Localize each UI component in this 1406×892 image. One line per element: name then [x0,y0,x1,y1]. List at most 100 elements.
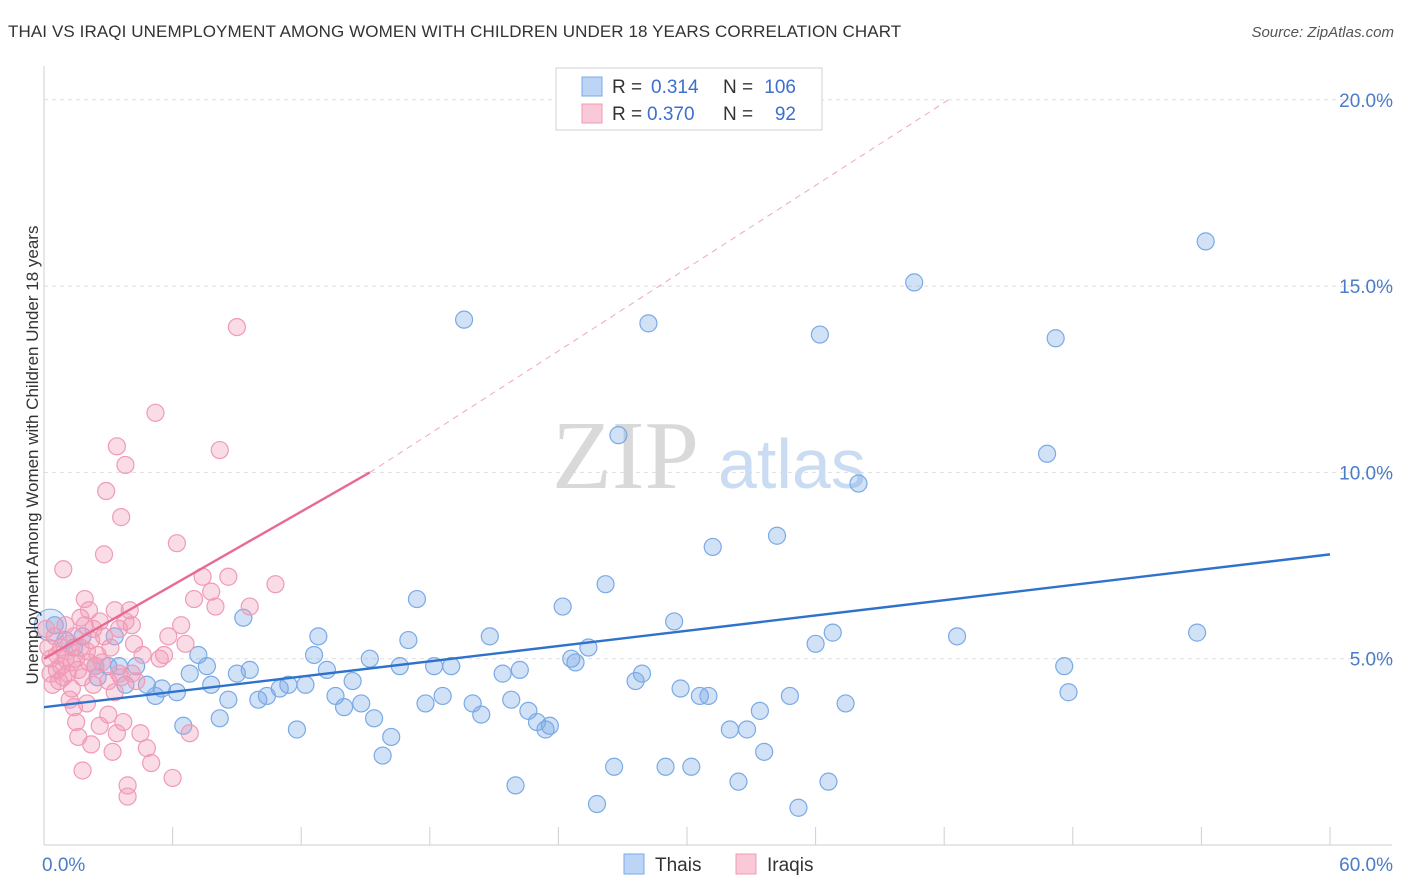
iraqis-point-50 [101,638,120,657]
legend-iraqis-swatch [581,103,603,124]
thais-point-39 [364,709,384,728]
legend-thais-r-value: 0.314 [651,77,699,98]
iraqis-point-87 [219,567,238,586]
iraqis-point-76 [159,627,178,646]
iraqis-point-63 [118,787,137,806]
watermark: ZIP atlas [552,402,866,510]
iraqis-point-88 [227,317,246,337]
thais-point-16 [180,664,199,683]
legend-bottom-iraqis-label: Iraqis [767,855,813,876]
legend-iraqis-n-value: 92 [775,104,796,125]
thais-point-100 [506,776,525,795]
series-thais-points [33,232,1215,817]
thais-point-32 [309,627,328,646]
iraqis-point-91 [109,664,129,683]
series-iraqis-points [37,317,285,806]
thais-point-72 [665,612,684,631]
iraqis-point-31 [75,589,94,609]
thais-point-76 [699,686,718,706]
y-tick-label-1: 10.0% [1339,463,1393,484]
legend-bottom-iraqis-swatch [735,853,757,875]
iraqis-point-58 [112,508,131,527]
thais-point-45 [416,694,435,713]
thais-point-62 [566,653,585,672]
thais-point-52 [480,627,499,646]
iraqis-point-82 [184,589,204,609]
iraqis-point-68 [127,671,146,691]
iraqis-point-84 [202,582,221,601]
iraqis-point-36 [82,735,101,754]
thais-point-36 [343,671,362,691]
thais-point-54 [502,690,521,709]
thais-point-88 [823,623,842,642]
iraqis-point-11 [54,560,73,579]
iraqis-point-72 [142,753,161,773]
thais-point-95 [1055,657,1074,676]
iraqis-point-47 [97,481,116,501]
legend-iraqis-r-label: R = [612,104,642,125]
iraqis-point-90 [266,575,285,594]
thais-point-94 [1046,329,1065,348]
iraqis-point-19 [62,679,81,698]
iraqis-point-59 [114,712,133,732]
iraqis-point-75 [154,645,174,665]
source-label: Source: ZipAtlas.com [1251,24,1394,41]
legend-stats: R = 0.314 N = 106 R = 0.370 N = 92 [555,67,823,131]
thais-point-85 [789,798,808,817]
trendlines [43,99,1331,709]
thais-point-43 [399,630,418,650]
thais-point-99 [819,772,838,791]
thais-point-cluster [33,608,67,642]
iraqis-point-77 [163,768,182,788]
iraqis-point-54 [107,437,126,456]
thais-point-24 [240,660,259,679]
y-axis-label: Unemployment Among Women with Children U… [23,226,42,685]
thais-point-40 [373,746,392,765]
thais-trendline-0 [43,553,1331,709]
thais-point-18 [197,657,216,676]
thais-point-44 [407,589,427,609]
thais-point-83 [767,526,787,545]
iraqis-point-81 [180,724,199,743]
iraqis-point-15 [58,664,77,683]
thais-point-92 [947,627,967,646]
iraqis-point-38 [84,675,103,694]
thais-point-79 [729,772,748,791]
iraqis-point-32 [77,642,96,661]
thais-point-91 [905,273,924,292]
iraqis-point-78 [167,534,186,553]
thais-point-23 [234,608,253,627]
thais-point-47 [433,686,452,706]
thais-point-31 [304,645,324,665]
thais-point-51 [472,705,491,724]
legend-iraqis-n-label: N = [723,104,753,125]
watermark-atlas: atlas [718,425,866,503]
thais-point-33 [317,660,337,679]
gridlines [44,99,1392,660]
thais-point-77 [703,537,722,557]
thais-point-80 [737,720,757,739]
thais-point-55 [510,660,529,679]
legend-thais-n-value: 106 [764,77,796,98]
thais-point-70 [639,314,658,333]
iraqis-point-80 [176,634,195,653]
iraqis-point-85 [206,597,225,616]
legend-thais-n-label: N = [723,77,753,98]
iraqis-point-51 [103,742,122,761]
thais-point-64 [587,794,607,814]
iraqis-point-45 [94,627,114,646]
x-tick-label-0: 0.0% [42,855,85,876]
iraqis-point-35 [79,601,99,620]
thais-point-37 [352,694,371,713]
thais-point-20 [210,709,229,728]
thais-point-30 [296,675,315,694]
axes [43,66,1392,846]
thais-point-21 [219,690,238,709]
thais-point-89 [836,694,855,713]
thais-point-66 [605,757,624,776]
legend-series: Thais Iraqis [623,853,813,876]
y-tick-label-3: 20.0% [1339,91,1393,112]
thais-point-53 [493,664,512,683]
thais-point-71 [656,757,675,776]
